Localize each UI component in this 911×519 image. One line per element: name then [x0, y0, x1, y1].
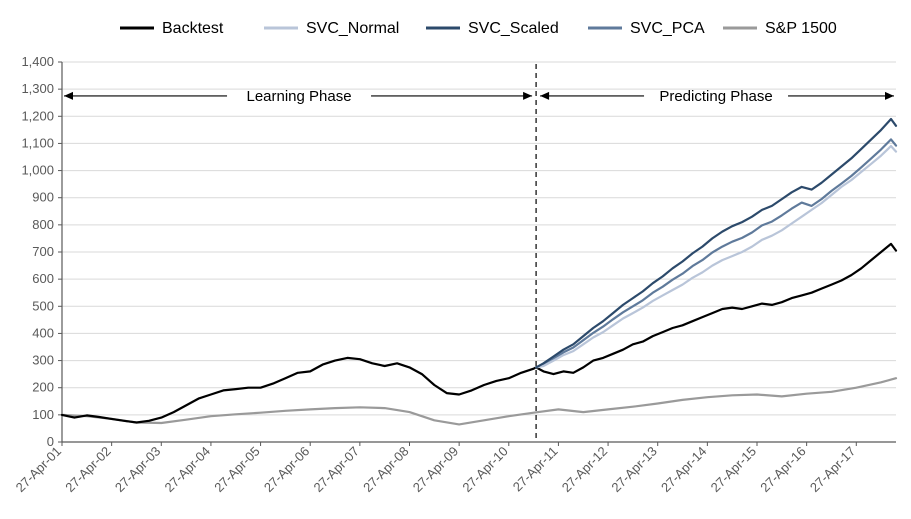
y-tick-label: 1,200	[21, 108, 54, 123]
chart-bg	[0, 0, 911, 519]
chart-svg: 01002003004005006007008009001,0001,1001,…	[0, 0, 911, 519]
y-tick-label: 200	[32, 380, 54, 395]
y-tick-label: 1,100	[21, 135, 54, 150]
y-tick-label: 1,000	[21, 163, 54, 178]
y-tick-label: 300	[32, 353, 54, 368]
legend-label: SVC_Normal	[306, 20, 399, 37]
y-tick-label: 400	[32, 325, 54, 340]
legend-label: S&P 1500	[765, 20, 837, 37]
y-tick-label: 500	[32, 298, 54, 313]
legend-label: SVC_Scaled	[468, 20, 559, 37]
legend-label: SVC_PCA	[630, 20, 705, 37]
y-tick-label: 1,400	[21, 54, 54, 69]
line-chart: 01002003004005006007008009001,0001,1001,…	[0, 0, 911, 519]
y-tick-label: 100	[32, 407, 54, 422]
y-tick-label: 1,300	[21, 81, 54, 96]
y-tick-label: 600	[32, 271, 54, 286]
y-tick-label: 800	[32, 217, 54, 232]
predicting-phase-label: Predicting Phase	[659, 88, 772, 105]
learning-phase-label: Learning Phase	[246, 88, 351, 105]
legend-label: Backtest	[162, 20, 224, 37]
y-tick-label: 900	[32, 190, 54, 205]
y-tick-label: 700	[32, 244, 54, 259]
